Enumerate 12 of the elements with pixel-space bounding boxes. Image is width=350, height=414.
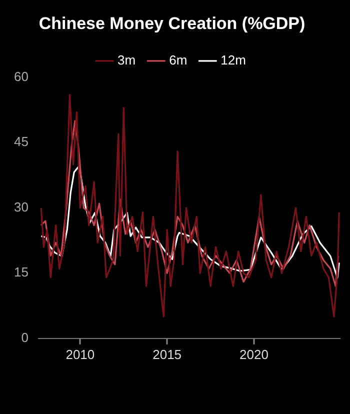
chart-title: Chinese Money Creation (%GDP) [38, 14, 306, 33]
x-tick-label: 2015 [152, 346, 182, 362]
y-tick-label: 15 [14, 264, 28, 280]
y-tick-label: 60 [14, 68, 28, 84]
x-tick-label: 2010 [66, 346, 95, 362]
legend-label: 6m [169, 52, 188, 68]
legend-label: 12m [220, 52, 246, 68]
y-tick-label: 0 [21, 330, 28, 345]
x-tick-label: 2020 [240, 346, 268, 362]
y-tick-label: 45 [14, 134, 28, 150]
legend-label: 3m [118, 52, 136, 68]
y-tick-label: 30 [14, 199, 28, 214]
